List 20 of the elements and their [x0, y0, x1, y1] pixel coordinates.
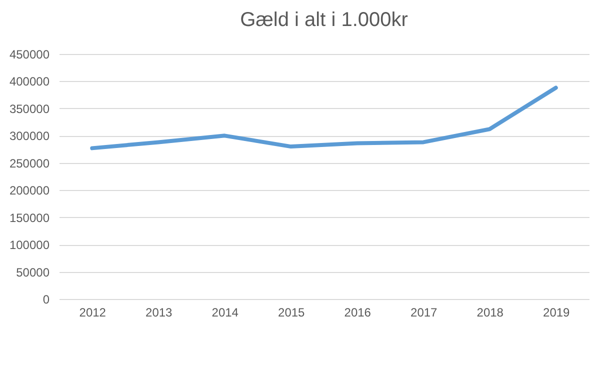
y-tick-label: 300000 [9, 129, 50, 144]
x-tick-label: 2012 [79, 306, 106, 320]
y-tick-label: 100000 [9, 238, 50, 252]
y-tick-label: 0 [42, 292, 50, 306]
x-tick-label: 2018 [476, 306, 504, 320]
y-tick-label: 150000 [9, 210, 50, 225]
x-tick-label: 2016 [344, 306, 372, 320]
y-tick-label: 50000 [16, 265, 50, 280]
y-tick-label: 200000 [9, 184, 50, 198]
x-tick-label: 2015 [278, 306, 306, 320]
chart-title: Gæld i alt i 1.000kr [240, 9, 408, 31]
y-tick-label: 400000 [9, 74, 50, 89]
y-tick-label: 250000 [9, 156, 50, 170]
y-tick-label: 350000 [9, 102, 50, 116]
x-tick-label: 2017 [410, 306, 438, 320]
y-tick-label: 450000 [9, 48, 50, 62]
x-tick-label: 2013 [146, 306, 173, 320]
x-tick-label: 2019 [543, 306, 570, 320]
x-tick-label: 2014 [212, 306, 239, 320]
line-series [90, 86, 558, 150]
